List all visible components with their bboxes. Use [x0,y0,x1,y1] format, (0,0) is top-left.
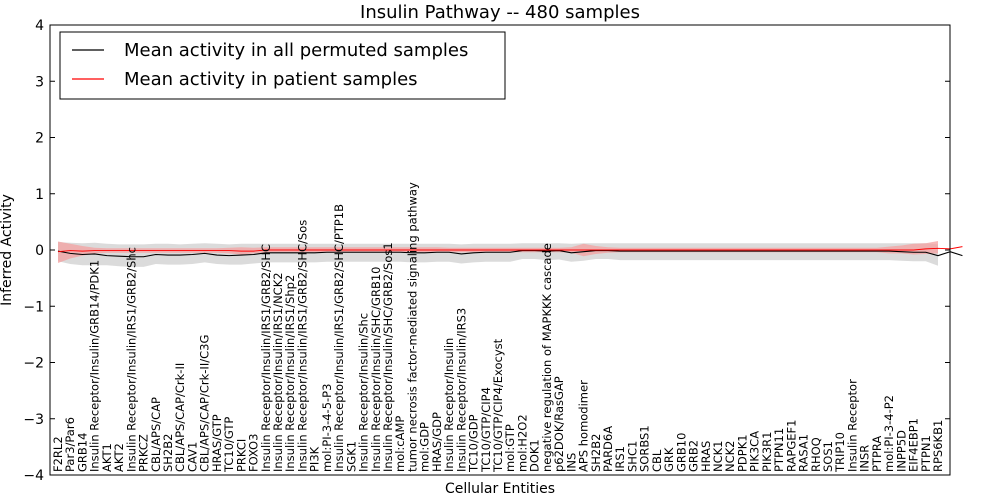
x-tick-label: AKT2 [112,443,126,472]
axes-layer [49,24,951,476]
x-tick-label: TC10/GTP [222,417,236,473]
x-tick-label: HRAS/GDP [430,412,444,472]
x-tick-label: NCK2 [723,440,737,472]
legend-entry-label: Mean activity in all permuted samples [124,40,468,61]
x-tick-label: HRAS [699,441,713,472]
y-tick-label: −4 [23,468,44,484]
x-tick-label: Insulin Receptor/Insulin [442,338,456,472]
series-line-1 [57,250,963,258]
x-tick-label: HRAS/GTP [210,414,224,472]
y-tick-label: −3 [23,412,44,428]
y-axis-label: Inferred Activity [0,194,15,306]
x-tick-label: CBL [650,449,664,472]
x-tick-label: mol:GTP [503,424,517,472]
x-tick-label: RPS6KB1 [931,420,945,472]
y-tick-label: 2 [35,131,44,147]
y-tick-label: 4 [35,18,44,34]
band-layer [58,241,938,267]
x-tick-label: negative regulation of MAPKKK cascade [540,243,554,472]
x-axis-label: Cellular Entities [445,481,555,497]
x-tick-label: Insulin Receptor/Insulin/IRS3 [454,308,468,472]
x-tick-label: APS homodimer [577,380,591,472]
x-tick-label: Insulin Receptor/Insulin/GRB14/PDK1 [88,260,102,472]
x-tick-label: CBL/APS/CAP [149,397,163,472]
x-tick-label: RHOQ [809,437,823,472]
x-tick-label: DOK1 [528,439,542,472]
x-tick-label: SGK1 [344,441,358,472]
x-tick-label: NCK1 [711,441,725,473]
series-layer [57,246,963,258]
x-tick-label: mol:PI-3-4-P2 [882,395,896,472]
legend: Mean activity in all permuted samples Mea… [59,31,506,100]
x-tick-label: TC10/GTP/CIP4 [479,387,493,473]
x-tick-label: GRB2 [687,440,701,472]
y-tick-label: −1 [23,299,44,315]
x-tick-label: Insulin Receptor/Insulin/IRS1/Shp2 [283,275,297,472]
x-tick-label: PRKCI [234,439,248,472]
legend-entry-label: Mean activity in patient samples [124,69,418,90]
x-tick-label: PIK3CA [748,431,762,472]
x-tick-label: tumor necrosis factor-mediated signaling… [405,182,419,472]
x-tick-label: FOXO3 [247,434,261,472]
chart-title: Insulin Pathway -- 480 samples [360,2,640,23]
x-tick-label: SHC1 [625,441,639,472]
x-tick-label: Par3/Par6 [63,417,77,472]
x-tick-label: SH2B2 [589,434,603,472]
x-tick-label: PIK3R1 [760,432,774,473]
x-tick-label: TRIP10 [833,432,847,473]
x-tick-label: PTPN11 [772,428,786,472]
x-tick-label: Insulin Receptor/Insulin/IRS1/GRB2/Shc [124,247,138,472]
y-tick-layer: −4 −3 −2 −1 0 1 2 3 4 [23,18,44,484]
x-tick-label: SORBS1 [638,425,652,472]
x-tick-label: RASA1 [797,434,811,472]
x-tick-label: GRB14 [75,433,89,472]
series-line-2 [57,246,963,253]
x-tick-label: mol:cAMP [393,416,407,472]
x-tick-label: TC10/GDP [467,414,481,473]
x-tick-label: CBL/APS/CAP/Crk-II/C3G [198,335,212,472]
y-tick-label: 0 [35,243,44,259]
x-tick-label: p62DOK/RasGAP [552,376,566,472]
x-tick-label: PTPN1 [919,435,933,472]
x-tick-label: INSR [858,445,872,472]
x-tick-label: PDPK1 [735,434,749,472]
x-tick-label: mol:PI-3-4-5-P3 [320,384,334,472]
x-tick-label: RAPGEF1 [784,420,798,472]
y-tick-label: −2 [23,356,44,372]
legend-box [59,31,506,100]
x-tick-label: Insulin Receptor [845,379,859,472]
x-tick-label: GRK [662,447,676,472]
x-tick-label: CAV1 [185,442,199,472]
x-tick-label: PRKCZ [137,434,151,472]
x-tick-label: INS [564,453,578,472]
x-tick-label: TC10/GTP/CIP4/Exocyst [491,338,505,473]
x-tick-label: GRB10 [674,433,688,472]
x-tick-label: F2RL2 [51,436,65,472]
x-tick-label: IRS1 [613,446,627,472]
x-tick-label: INPP5D [894,430,908,472]
x-tick-label: Insulin Receptor/Insulin/IRS1/GRB2/SHC/P… [332,204,346,472]
x-tick-label: SOS1 [821,441,835,472]
x-tick-label: CBL/APS/CAP/Crk-II [173,363,187,472]
y-tick-label: 3 [35,74,44,90]
x-tick-label: SH2B2 [161,434,175,472]
y-tick-label: 1 [35,187,44,203]
x-tick-label: Insulin Receptor/Insulin/IRS1/NCK2 [271,272,285,472]
x-tick-label: PARD6A [601,426,615,472]
x-tick-label: mol:H2O2 [515,414,529,472]
x-tick-label: mol:GDP [418,422,432,472]
x-tick-label: PTPRA [870,436,884,472]
x-tick-label: PI3K [308,446,322,472]
x-tick-label: AKT1 [100,443,114,472]
x-tick-label: Insulin Receptor/Insulin/IRS1/GRB2/SHC/S… [295,220,309,472]
x-tick-label: Insulin Receptor/Insulin/IRS1/GRB2/SHC [259,244,273,472]
x-tick-label: EIF4EBP1 [907,418,921,472]
x-tick-label: Insulin Receptor/Insulin/Shc [357,313,371,472]
x-tick-label: Insulin Receptor/Insulin/SHC/GRB2/Sos1 [381,242,395,472]
x-tick-label: Insulin Receptor/Insulin/SHC/GRB10 [369,267,383,472]
